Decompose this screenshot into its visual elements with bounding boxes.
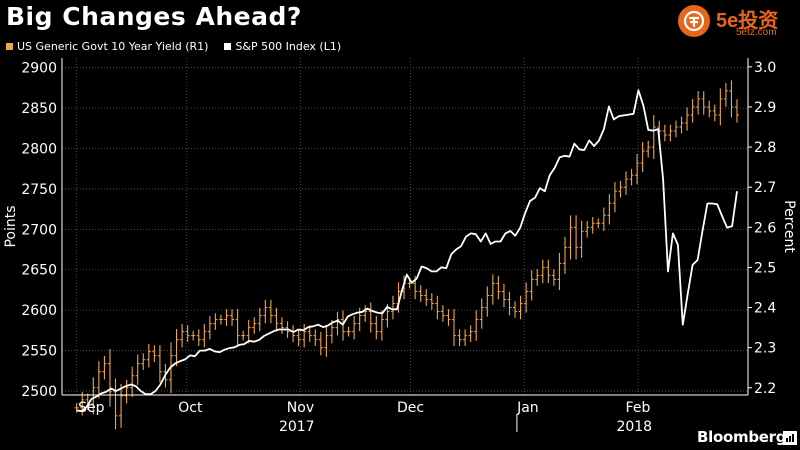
y-left-tick-label: 2850 xyxy=(21,101,57,117)
spx-series xyxy=(76,89,738,413)
chart-gridlines xyxy=(62,58,748,395)
watermark-url: 5etz.com xyxy=(736,27,777,38)
x-month-label: Dec xyxy=(397,400,424,416)
y-right-tick-label: 2.8 xyxy=(754,140,776,156)
x-month-label: Jan xyxy=(516,400,539,416)
y-left-tick-label: 2550 xyxy=(21,344,57,360)
y-right-tick-label: 2.6 xyxy=(754,220,776,236)
x-year-label: 2017 xyxy=(279,419,315,435)
x-month-label: Feb xyxy=(626,400,651,416)
spx-line xyxy=(76,89,738,413)
y-right-tick-label: 2.5 xyxy=(754,260,776,276)
x-year-label: 2018 xyxy=(616,419,652,435)
y-right-tick-label: 3.0 xyxy=(754,60,776,76)
legend-label-spx: S&P 500 Index (L1) xyxy=(235,40,342,53)
bloomberg-square-icon xyxy=(783,431,797,445)
y-right-tick-label: 2.2 xyxy=(754,381,776,397)
y-right-tick-label: 2.9 xyxy=(754,100,776,116)
watermark-logo-icon xyxy=(678,5,710,37)
chart-axes: 2500 2550 2600 2650 2700 2750 2800 2850 2900 2.2 2… xyxy=(3,58,797,435)
y-left-tick-label: 2700 xyxy=(21,222,57,238)
y-right-tick-label: 2.7 xyxy=(754,180,776,196)
footer-brand: Bloomberg xyxy=(697,428,787,446)
chart-title: Big Changes Ahead? xyxy=(6,2,302,31)
legend-item-yield: US Generic Govt 10 Year Yield (R1) xyxy=(6,40,208,53)
y-left-tick-label: 2800 xyxy=(21,142,57,158)
legend-swatch-yield xyxy=(6,43,13,50)
y-left-axis-title: Points xyxy=(3,205,19,247)
y-right-tick-label: 2.4 xyxy=(754,301,776,317)
y-left-tick-label: 2500 xyxy=(21,384,57,400)
y-left-tick-label: 2900 xyxy=(21,61,57,77)
legend-swatch-spx xyxy=(224,43,232,50)
y-left-tick-label: 2650 xyxy=(21,263,57,279)
y-left-tick-label: 2600 xyxy=(21,303,57,319)
yield-series xyxy=(74,80,739,430)
legend-item-spx: S&P 500 Index (L1) xyxy=(224,40,341,53)
x-month-label: Oct xyxy=(178,400,203,416)
chart-legend: US Generic Govt 10 Year Yield (R1) S&P 5… xyxy=(6,40,357,53)
y-right-axis-title: Percent xyxy=(781,200,797,253)
y-right-tick-label: 2.3 xyxy=(754,341,776,357)
y-left-tick-label: 2750 xyxy=(21,182,57,198)
legend-label-yield: US Generic Govt 10 Year Yield (R1) xyxy=(17,40,209,53)
x-month-label: Nov xyxy=(287,400,314,416)
watermark-logo: 5e投资 5etz.com xyxy=(678,3,796,41)
watermark-text: 5e投资 xyxy=(716,10,779,32)
x-month-label: Sep xyxy=(78,400,105,416)
